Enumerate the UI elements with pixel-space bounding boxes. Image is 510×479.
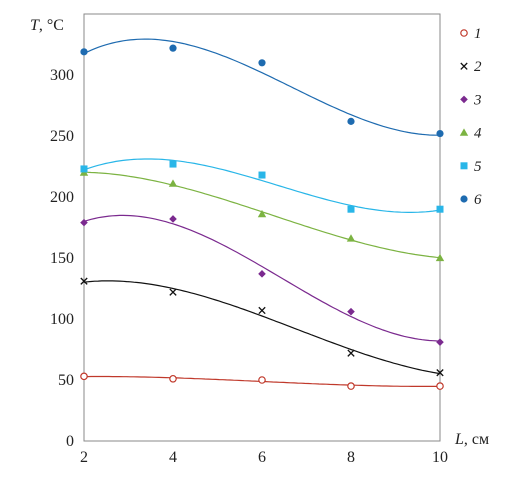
data-point-series-4 — [168, 179, 178, 187]
y-tick-label: 100 — [50, 311, 74, 328]
data-point-series-3 — [258, 270, 266, 278]
data-point-series-6 — [169, 44, 177, 52]
x-tick-labels: 2 4 6 8 10 — [80, 449, 448, 466]
data-point-series-2 — [347, 349, 355, 357]
data-point-series-1 — [80, 372, 88, 381]
y-tick-label: 300 — [50, 67, 74, 84]
data-point-series-4 — [346, 234, 356, 242]
data-point-series-4 — [257, 209, 267, 218]
legend-label-series-5: 5 — [474, 159, 482, 175]
legend-marker-series-4 — [459, 128, 469, 136]
data-point-series-2 — [436, 369, 444, 377]
data-point-series-3 — [436, 338, 444, 346]
data-point-series-3 — [347, 307, 355, 316]
data-point-series-6 — [258, 59, 266, 67]
data-point-series-5 — [169, 160, 177, 168]
data-point-series-6 — [80, 48, 88, 56]
x-tick-label: 4 — [169, 449, 177, 466]
y-axis-label: T, °C — [30, 17, 64, 34]
legend-label-series-3: 3 — [473, 92, 482, 108]
data-point-series-5 — [436, 205, 444, 213]
y-tick-labels: 0 50 100 150 200 250 300 — [50, 67, 74, 450]
y-tick-label: 150 — [50, 250, 74, 267]
data-point-series-3 — [80, 218, 88, 227]
data-point-series-5 — [347, 205, 355, 213]
data-points — [79, 44, 445, 390]
legend-marker-series-6 — [460, 195, 468, 203]
x-tick-label: 6 — [258, 449, 266, 466]
legend-marker-series-5 — [460, 162, 468, 170]
data-point-series-2 — [169, 288, 177, 296]
x-tick-label: 2 — [80, 449, 88, 466]
legend-label-series-6: 6 — [474, 192, 482, 208]
data-point-series-4 — [435, 253, 445, 262]
trend-line-series-2 — [83, 280, 441, 375]
data-point-series-1 — [258, 376, 266, 384]
trend-line-series-3 — [83, 214, 441, 342]
data-point-series-5 — [258, 171, 266, 179]
y-tick-label: 250 — [50, 128, 74, 145]
data-point-series-1 — [436, 382, 444, 390]
trend-lines — [83, 38, 441, 387]
y-tick-label: 0 — [66, 433, 74, 450]
data-point-series-1 — [169, 374, 177, 383]
x-tick-label: 8 — [347, 449, 355, 466]
data-point-series-1 — [347, 382, 355, 390]
legend-label-series-2: 2 — [474, 59, 482, 75]
trend-line-series-5 — [83, 158, 441, 213]
plot-area-frame — [83, 13, 441, 442]
x-axis-label: L, см — [454, 431, 489, 448]
data-point-series-5 — [80, 165, 88, 173]
legend-label-series-4: 4 — [474, 126, 482, 142]
legend-marker-series-1 — [460, 29, 468, 37]
legend-label-series-1: 1 — [474, 26, 482, 42]
data-point-series-3 — [169, 215, 177, 223]
y-tick-label: 200 — [50, 189, 74, 206]
data-point-series-6 — [347, 117, 355, 125]
trend-line-series-6 — [83, 38, 440, 136]
legend-marker-series-2 — [460, 62, 468, 70]
legend-marker-series-3 — [460, 95, 468, 104]
legend: 1 2 3 4 5 6 — [459, 26, 482, 208]
data-point-series-2 — [258, 306, 266, 315]
y-tick-label: 50 — [58, 372, 74, 389]
data-point-series-6 — [436, 129, 444, 138]
data-point-series-2 — [80, 277, 88, 285]
x-tick-label: 10 — [432, 449, 448, 466]
